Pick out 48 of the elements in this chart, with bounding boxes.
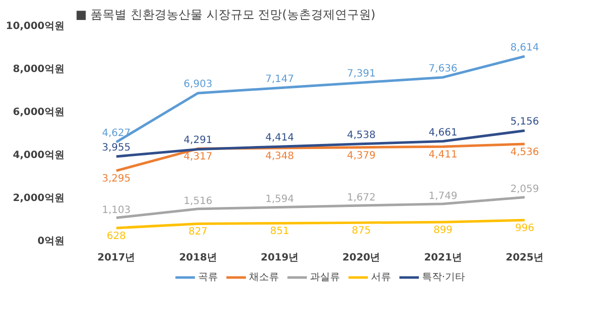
x-tick-label: 2019년 xyxy=(260,252,299,264)
data-label: 875 xyxy=(352,226,371,237)
legend-label: 과실류 xyxy=(310,271,340,284)
data-label: 1,594 xyxy=(265,194,294,206)
data-label: 1,749 xyxy=(428,190,458,202)
legend-label: 서류 xyxy=(370,271,391,284)
data-label: 3,295 xyxy=(102,174,131,185)
legend-label: 곡류 xyxy=(198,271,218,284)
y-tick-label: 10,000억원 xyxy=(6,21,65,32)
data-label: 4,379 xyxy=(347,150,376,162)
data-label: 1,672 xyxy=(347,192,376,204)
data-label: 3,955 xyxy=(102,142,131,154)
y-tick-label: 8,000억원 xyxy=(12,64,65,75)
data-label: 899 xyxy=(433,225,453,236)
data-label: 4,411 xyxy=(428,150,458,161)
data-label: 4,291 xyxy=(184,135,212,146)
data-label: 4,661 xyxy=(428,127,458,138)
data-label: 1,516 xyxy=(184,196,212,207)
data-label: 7,391 xyxy=(347,68,376,80)
x-tick-label: 2021년 xyxy=(424,252,462,264)
chart-title: ■ 품목별 친환경농산물 시장규모 전망(농촌경제연구원) xyxy=(76,8,376,22)
data-label: 628 xyxy=(106,231,126,242)
data-label: 8,614 xyxy=(510,42,539,54)
y-tick-label: 6,000억원 xyxy=(12,107,65,118)
data-label: 5,156 xyxy=(510,116,539,128)
data-label: 2,059 xyxy=(510,184,539,196)
x-tick-label: 2025년 xyxy=(506,252,544,264)
data-label: 7,636 xyxy=(428,63,458,74)
y-tick-label: 2,000억원 xyxy=(12,193,65,204)
y-tick-label: 4,000억원 xyxy=(12,150,65,161)
legend-label: 특작·기타 xyxy=(422,271,466,284)
data-label: 7,147 xyxy=(265,74,294,85)
data-label: 4,627 xyxy=(102,128,131,140)
data-label: 4,536 xyxy=(510,146,539,158)
data-label: 827 xyxy=(188,226,208,238)
x-tick-label: 2018년 xyxy=(179,252,217,264)
data-label: 996 xyxy=(515,223,534,234)
data-label: 6,903 xyxy=(184,79,212,90)
data-label: 4,317 xyxy=(184,152,212,163)
x-tick-label: 2017년 xyxy=(97,252,136,264)
data-label: 1,103 xyxy=(102,204,131,216)
x-tick-label: 2020년 xyxy=(342,252,380,264)
data-label: 4,414 xyxy=(265,132,294,144)
data-label: 4,538 xyxy=(347,130,376,141)
data-label: 851 xyxy=(270,226,290,238)
data-label: 4,348 xyxy=(265,151,294,162)
legend-label: 채소류 xyxy=(248,271,279,284)
y-tick-label: 0억원 xyxy=(38,236,65,247)
